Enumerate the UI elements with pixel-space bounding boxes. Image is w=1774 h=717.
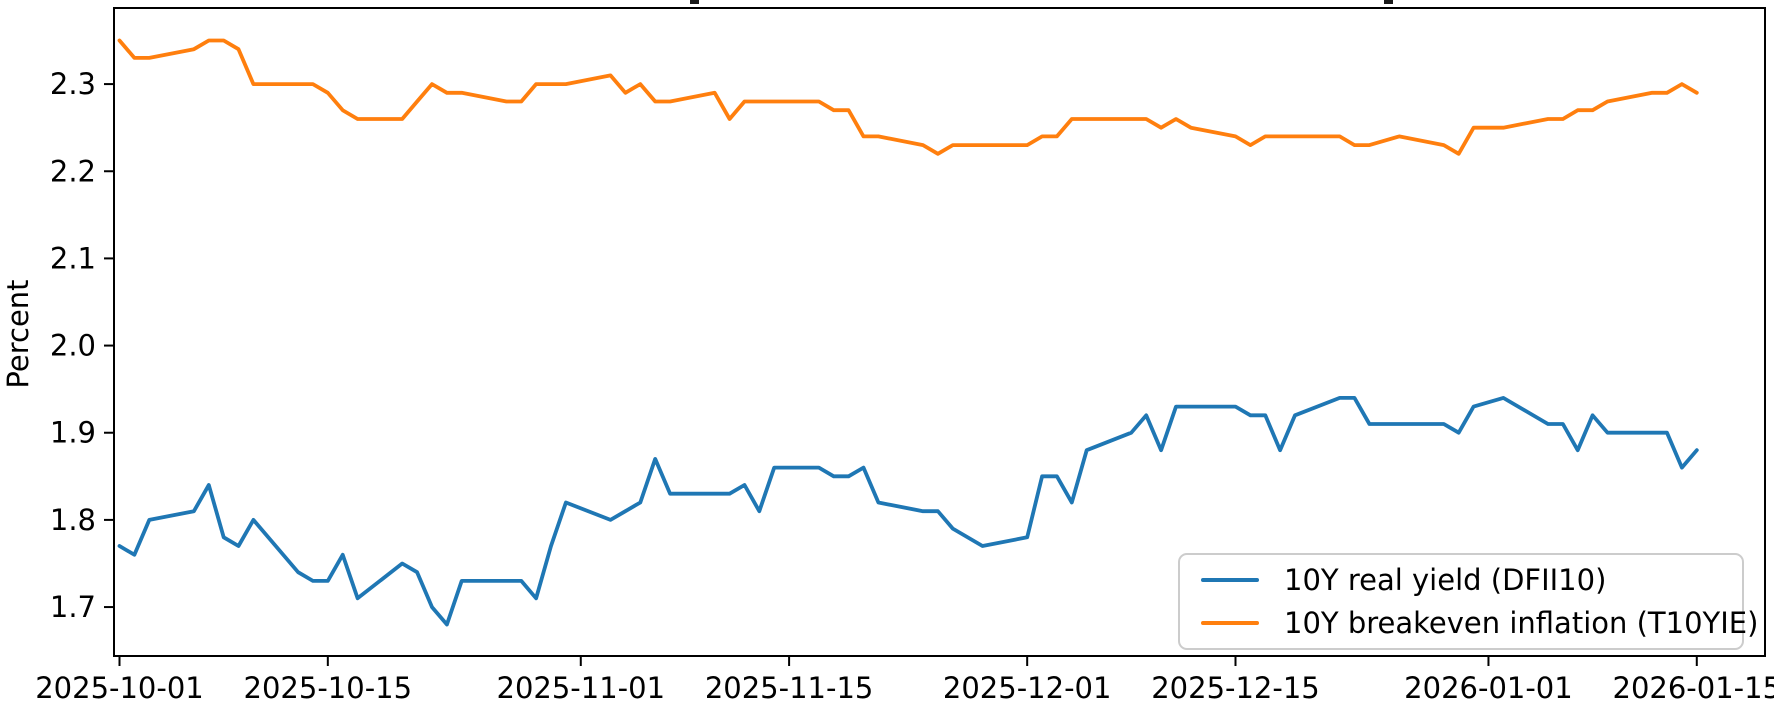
x-tick-label: 2025-11-01	[497, 671, 666, 705]
legend-line-sample-blue	[1201, 578, 1259, 582]
y-tick-label: 1.9	[50, 416, 96, 450]
series-line-dfii10	[117, 395, 1699, 627]
y-axis-label: Percent	[1, 279, 35, 389]
y-tick-label: 2.3	[50, 67, 96, 101]
series-line-t10yie	[117, 38, 1699, 156]
y-tick-label: 1.8	[50, 503, 96, 537]
legend-item-breakeven: 10Y breakeven inflation (T10YIE)	[1201, 606, 1758, 640]
clipped-title-fragment	[690, 0, 699, 4]
x-tick-label: 2025-12-15	[1151, 671, 1320, 705]
legend-label: 10Y breakeven inflation (T10YIE)	[1284, 606, 1759, 640]
x-tick-label: 2026-01-15	[1613, 671, 1774, 705]
x-tick-label: 2025-12-01	[943, 671, 1112, 705]
clipped-title-fragment	[1384, 0, 1393, 4]
x-tick-label: 2025-10-15	[244, 671, 413, 705]
y-tick-label: 2.0	[50, 329, 96, 363]
legend-label: 10Y real yield (DFII10)	[1284, 563, 1607, 597]
y-tick-label: 1.7	[50, 590, 96, 624]
x-tick-label: 2025-11-15	[705, 671, 874, 705]
legend-line-sample-orange	[1201, 621, 1259, 625]
y-tick-label: 2.1	[50, 241, 96, 275]
x-tick-label: 2026-01-01	[1404, 671, 1573, 705]
legend: 10Y real yield (DFII10) 10Y breakeven in…	[1178, 553, 1758, 650]
y-tick-label: 2.2	[50, 154, 96, 188]
legend-item-real-yield: 10Y real yield (DFII10)	[1201, 563, 1742, 597]
x-tick-label: 2025-10-01	[35, 671, 204, 705]
plot-frame	[113, 7, 1766, 657]
